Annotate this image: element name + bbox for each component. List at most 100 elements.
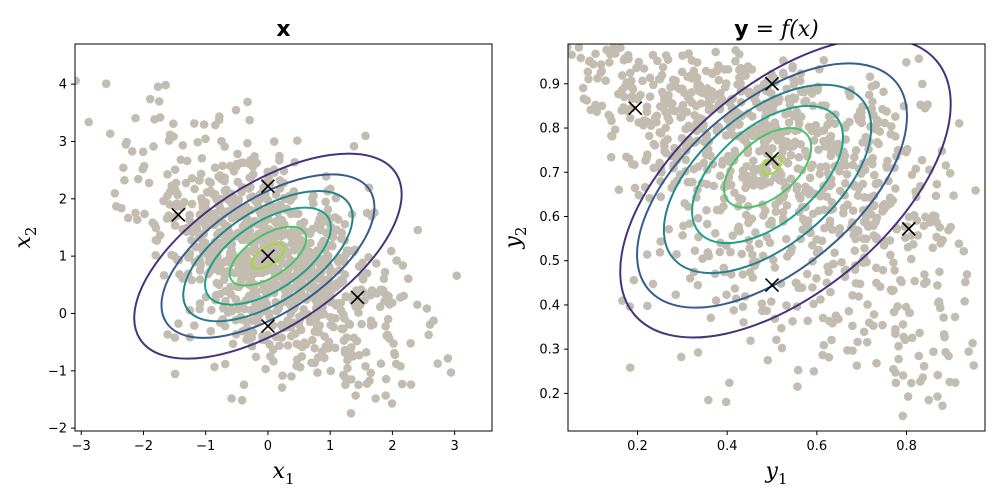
scatter-point (803, 316, 813, 326)
scatter-point (782, 301, 791, 310)
scatter-point (868, 97, 877, 106)
scatter-point (185, 210, 194, 220)
scatter-point (778, 207, 788, 217)
scatter-point (611, 49, 620, 58)
y-axis-label: y2 (501, 227, 530, 250)
y-tick-label: 3 (59, 135, 67, 150)
scatter-point (297, 278, 307, 287)
scatter-point (330, 343, 340, 353)
scatter-point (234, 304, 243, 314)
scatter-point (871, 234, 881, 244)
sigma-point-marker (350, 290, 365, 305)
y-tick-label: 0 (59, 307, 67, 322)
scatter-point (733, 80, 742, 89)
scatter-point (703, 99, 713, 109)
scatter-point (392, 256, 401, 265)
scatter-point (649, 139, 659, 149)
scatter-point (306, 238, 315, 248)
scatter-point (133, 174, 143, 184)
scatter-point (805, 173, 815, 183)
scatter-point (731, 56, 740, 66)
scatter-point (864, 157, 874, 167)
scatter-point (791, 138, 801, 148)
scatter-point (839, 208, 848, 218)
scatter-point (802, 269, 812, 279)
scatter-point (731, 46, 740, 55)
scatter-point (366, 368, 376, 378)
scatter-point (163, 169, 172, 179)
scatter-point (388, 298, 397, 308)
scatter-point (971, 186, 980, 195)
axes-frame (74, 43, 493, 432)
scatter-point (827, 335, 836, 345)
scatter-point (154, 97, 164, 106)
scatter-point (214, 200, 224, 210)
plot-area (75, 76, 461, 418)
scatter-point (220, 186, 230, 196)
scatter-point (711, 229, 720, 238)
scatter-point (283, 316, 292, 325)
scatter-point (721, 131, 731, 140)
scatter-point (320, 245, 330, 255)
scatter-point (228, 339, 238, 349)
scatter-point (737, 249, 747, 259)
scatter-point (870, 170, 879, 180)
scatter-point (661, 148, 671, 158)
scatter-point (443, 354, 453, 363)
scatter-point (220, 359, 230, 369)
scatter-point (887, 122, 896, 131)
scatter-point (206, 326, 216, 336)
scatter-point (951, 441, 960, 450)
scatter-point (382, 331, 391, 340)
scatter-point (630, 183, 640, 193)
scatter-point (239, 380, 249, 389)
scatter-point (335, 265, 344, 275)
scatter-point (292, 136, 302, 145)
sigma-point-marker (764, 76, 780, 91)
scatter-point (950, 378, 960, 387)
scatter-point (371, 394, 380, 403)
scatter-point (638, 76, 647, 86)
scatter-point (907, 378, 916, 388)
scatter-point (893, 302, 902, 311)
scatter-point (723, 152, 733, 161)
scatter-point (318, 347, 327, 356)
scatter-point (715, 171, 725, 181)
scatter-point (882, 163, 892, 172)
scatter-point (610, 125, 620, 134)
scatter-point (325, 288, 335, 298)
scatter-point (889, 285, 898, 295)
scatter-point (819, 340, 829, 350)
scatter-point (238, 158, 248, 168)
scatter-point (687, 56, 697, 65)
scatter-point (762, 102, 772, 111)
scatter-point (793, 382, 802, 391)
scatter-point (381, 391, 391, 400)
scatter-point (396, 293, 405, 302)
x-axis-label: y1 (765, 459, 788, 488)
scatter-point (579, 94, 589, 103)
scatter-point (918, 373, 928, 382)
scatter-point (944, 225, 953, 235)
right-panel: 0.2 0.4 0.6 0.8 0.2 0.3 0.4 0.5 0.6 0.7 0.8 0.9 y = … (501, 17, 986, 488)
scatter-point (757, 299, 767, 308)
scatter-point (816, 295, 825, 304)
scatter-point (351, 391, 360, 400)
scatter-point (671, 76, 681, 85)
scatter-point (831, 311, 841, 320)
scatter-point (854, 292, 864, 301)
scatter-point (848, 160, 858, 170)
scatter-point (794, 119, 804, 129)
scatter-point (794, 152, 804, 162)
scatter-point (237, 395, 247, 405)
scatter-point (644, 131, 654, 141)
scatter-point (341, 380, 350, 390)
scatter-point (277, 383, 287, 392)
scatter-point (775, 175, 784, 185)
scatter-point (361, 348, 371, 357)
x-tick-label: 2 (388, 439, 396, 454)
scatter-point (874, 139, 884, 149)
scatter-point (643, 301, 652, 311)
scatter-point (383, 314, 393, 324)
scatter-point (933, 370, 943, 380)
